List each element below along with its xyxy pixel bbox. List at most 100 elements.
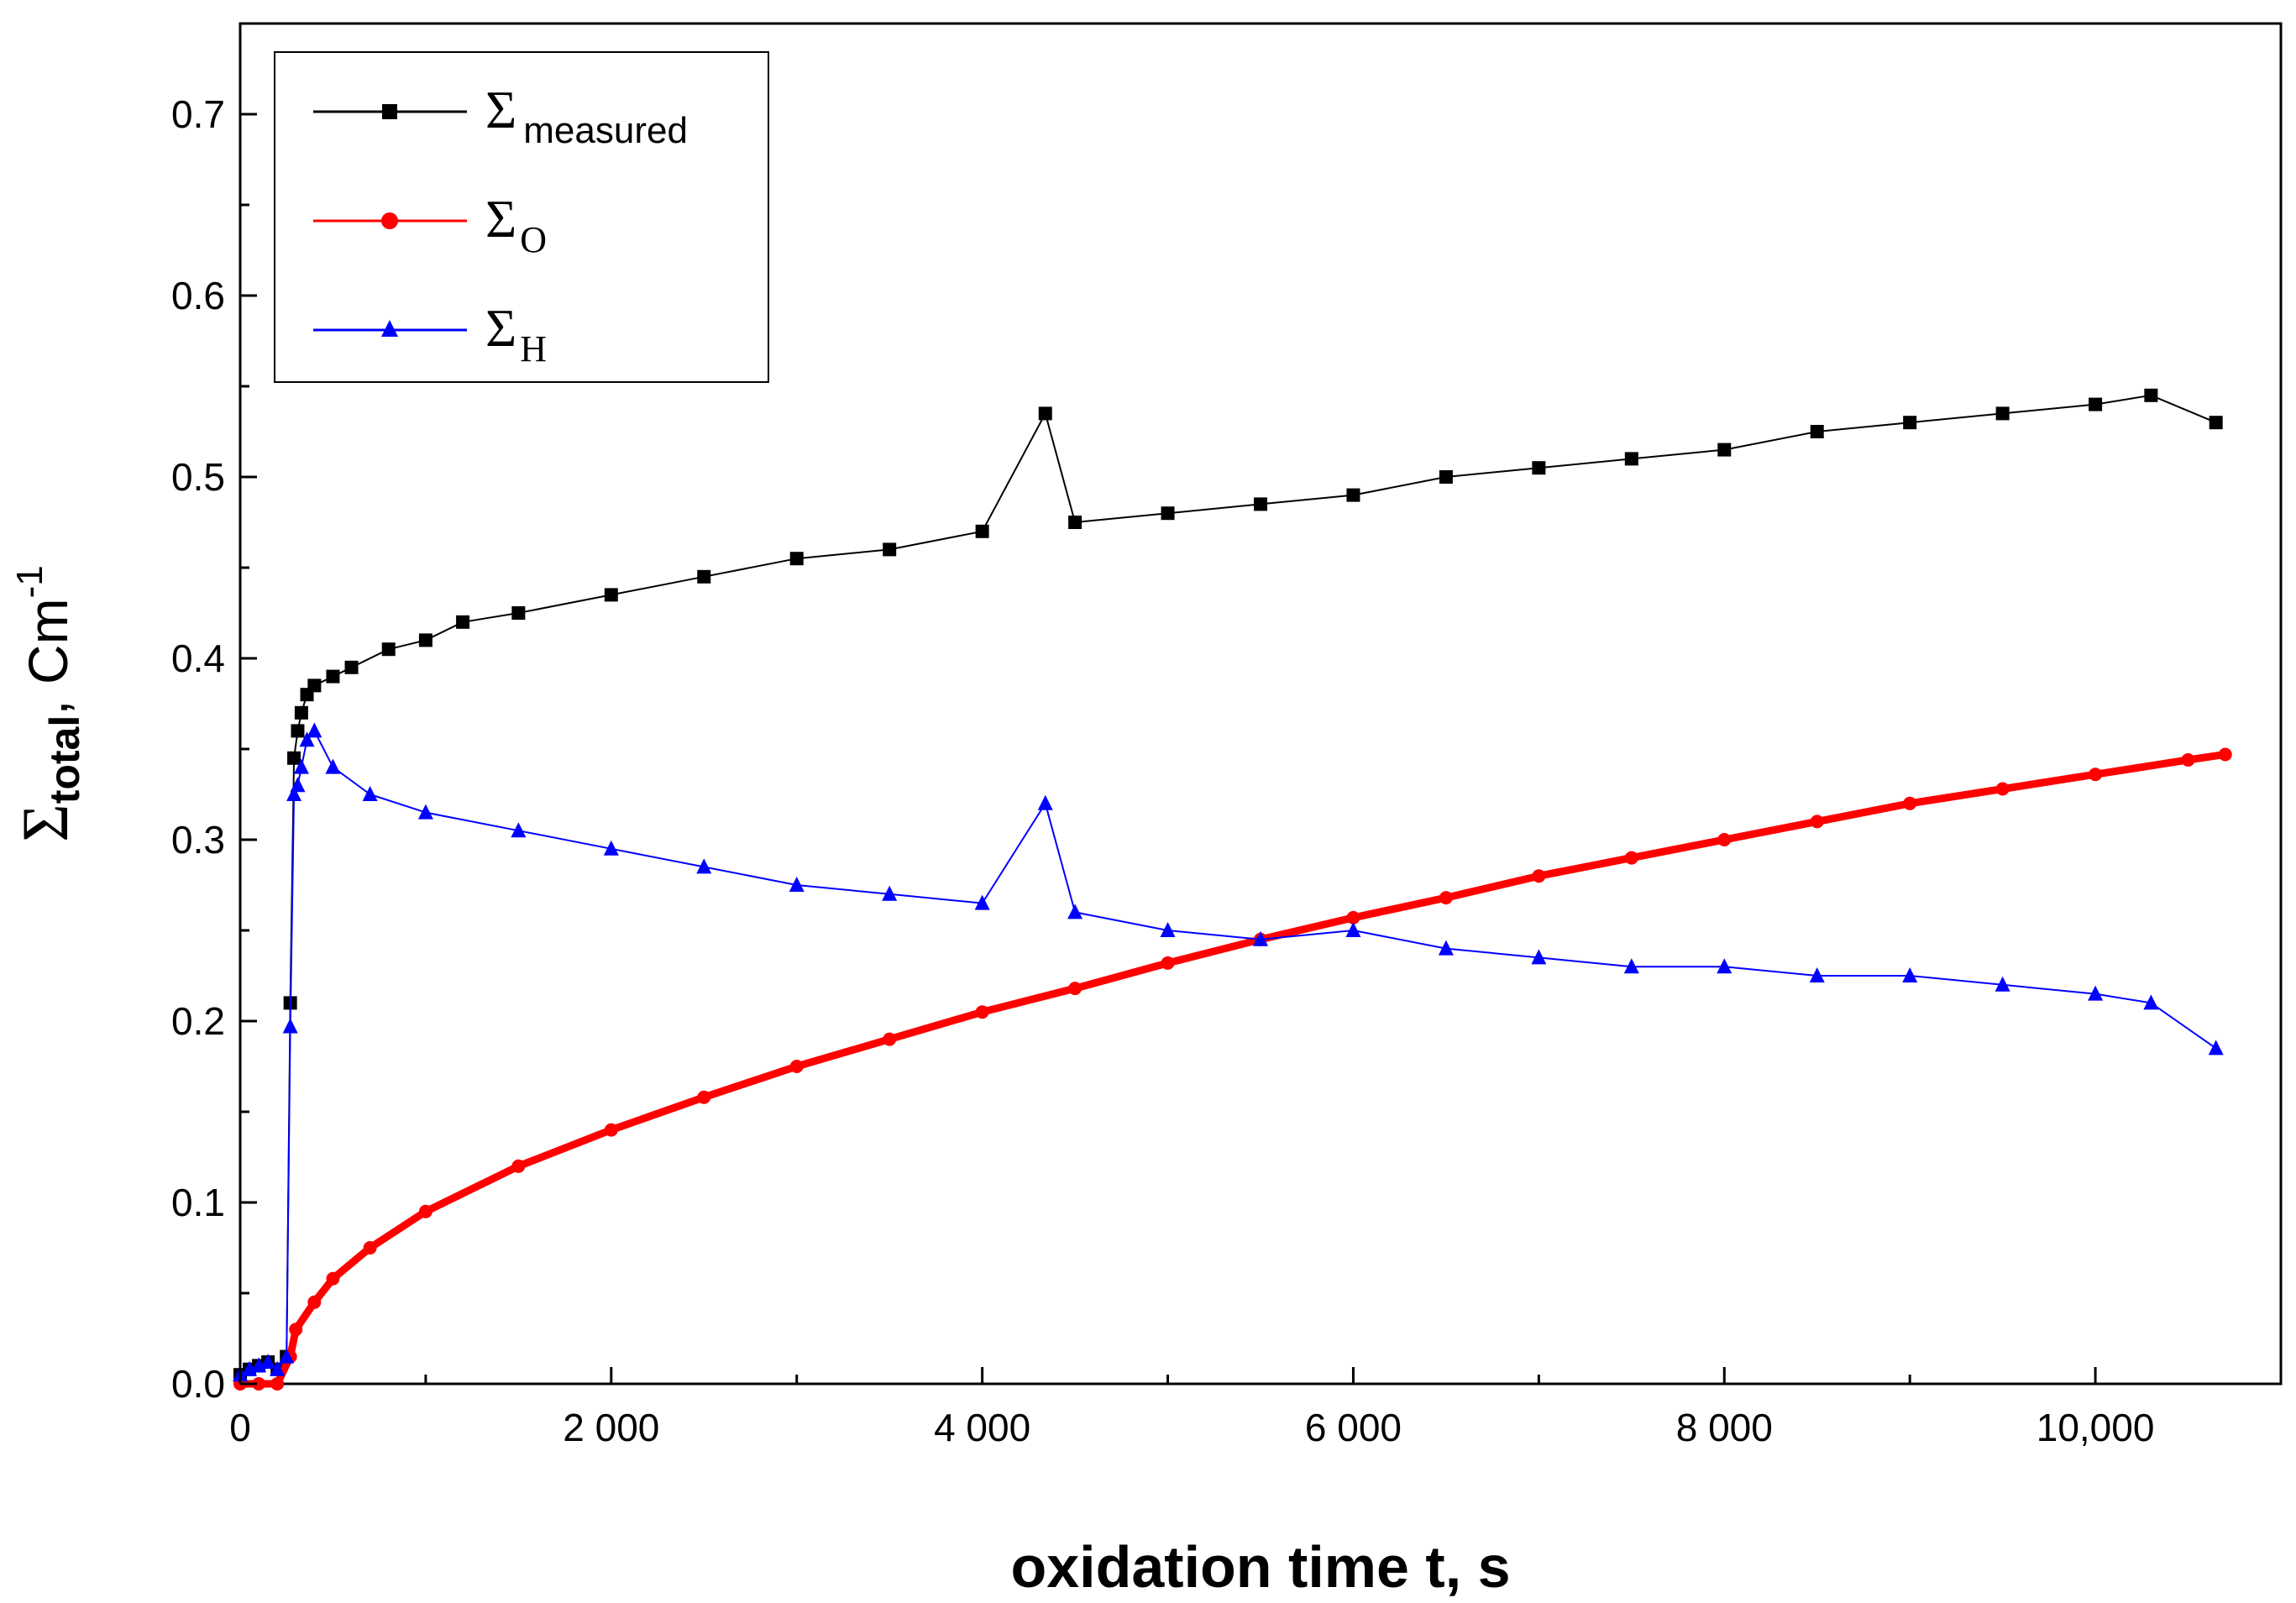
measured-point xyxy=(1068,516,1082,529)
x-tick-label: 4 000 xyxy=(934,1406,1030,1449)
measured-point xyxy=(1346,488,1360,502)
x-tick-label: 0 xyxy=(229,1406,251,1449)
y-tick-label: 0.7 xyxy=(171,92,225,136)
hydrogen-point xyxy=(1438,940,1454,956)
hydrogen-point xyxy=(1717,958,1732,974)
y-axis-title-symbol: Σ xyxy=(8,804,81,841)
y-tick-label: 0.3 xyxy=(171,818,225,862)
measured-point xyxy=(2209,416,2223,430)
series-line-measured xyxy=(239,394,2217,1376)
hydrogen-point xyxy=(2208,1040,2224,1056)
y-axis-title-subscript: total xyxy=(41,715,88,804)
oxygen-point xyxy=(252,1377,266,1391)
oxygen-point xyxy=(418,1204,432,1218)
x-tick-label: 8 000 xyxy=(1676,1406,1773,1449)
legend-marker-measured xyxy=(382,104,397,119)
hydrogen-point xyxy=(1623,958,1639,974)
y-tick-label: 0.4 xyxy=(171,636,225,680)
series-line-h xyxy=(239,730,2217,1376)
hydrogen-point xyxy=(1995,976,2010,992)
oxygen-point xyxy=(883,1032,897,1046)
measured-point xyxy=(975,524,989,538)
y-axis-title: Σtotal, Cm-1 xyxy=(8,565,88,841)
measured-point xyxy=(287,751,301,765)
x-tick-label: 10,000 xyxy=(2037,1406,2155,1449)
oxygen-point xyxy=(1810,815,1824,829)
y-tick-label: 0.1 xyxy=(171,1181,225,1224)
hydrogen-point xyxy=(279,1348,295,1364)
measured-point xyxy=(1439,470,1453,484)
hydrogen-point xyxy=(1902,967,1918,982)
oxygen-point xyxy=(1624,851,1638,865)
hydrogen-point xyxy=(362,786,378,801)
oxygen-point xyxy=(1903,796,1917,810)
oxygen-point xyxy=(1532,869,1546,883)
plot-frame xyxy=(239,22,2283,1386)
hydrogen-point xyxy=(260,1354,276,1370)
x-tick-labels: 0 2 000 4 000 6 000 8 000 10,000 xyxy=(229,1406,2154,1449)
measured-point xyxy=(1161,506,1175,521)
measured-point xyxy=(2144,388,2158,402)
hydrogen-point xyxy=(974,894,990,910)
x-axis-title: oxidation time t, s xyxy=(1010,1534,1510,1600)
oxygen-point xyxy=(1346,910,1360,925)
hydrogen-point xyxy=(1253,930,1268,946)
data-markers xyxy=(233,388,2232,1391)
hydrogen-point xyxy=(1531,949,1547,965)
measured-point xyxy=(604,588,618,602)
oxygen-point xyxy=(604,1123,618,1137)
oxygen-point xyxy=(363,1241,377,1255)
oxygen-point xyxy=(1717,833,1732,846)
legend-label-hydrogen: ΣH xyxy=(485,298,547,369)
oxygen-point xyxy=(2089,767,2103,782)
oxygen-point xyxy=(289,1323,303,1337)
axis-ticks xyxy=(239,22,2283,1386)
measured-point xyxy=(1995,406,2010,421)
oxygen-point xyxy=(511,1159,526,1173)
hydrogen-point xyxy=(2143,994,2159,1010)
hydrogen-point xyxy=(696,858,712,874)
legend-marker-oxygen xyxy=(381,212,398,229)
measured-point xyxy=(456,615,470,629)
hydrogen-point xyxy=(2088,985,2104,1001)
measured-point xyxy=(789,552,804,566)
oxygen-point xyxy=(1995,782,2010,796)
y-axis-title-unit: , Cm xyxy=(17,598,79,715)
y-tick-label: 0.5 xyxy=(171,455,225,499)
measured-point xyxy=(326,669,340,684)
oxygen-point xyxy=(307,1295,322,1309)
hydrogen-point xyxy=(603,840,619,856)
y-axis-title-superscript: -1 xyxy=(9,565,50,598)
legend-marker-hydrogen xyxy=(381,320,398,337)
measured-point xyxy=(1624,452,1638,466)
y-tick-label: 0.2 xyxy=(171,999,225,1043)
measured-point xyxy=(1810,425,1824,438)
measured-point xyxy=(2089,397,2103,411)
x-tick-label: 2 000 xyxy=(563,1406,659,1449)
measured-point xyxy=(291,724,305,738)
oxygen-point xyxy=(1068,982,1082,996)
y-tick-labels: 0.0 0.1 0.2 0.3 0.4 0.5 0.6 0.7 xyxy=(171,92,225,1406)
hydrogen-point xyxy=(1160,922,1176,937)
x-tick-label: 6 000 xyxy=(1305,1406,1402,1449)
measured-point xyxy=(883,542,897,557)
oxygen-point xyxy=(697,1090,711,1104)
measured-point xyxy=(294,705,308,720)
hydrogen-point xyxy=(325,758,341,774)
oxygen-point xyxy=(1161,956,1175,970)
measured-point xyxy=(1903,416,1917,430)
measured-point xyxy=(511,606,526,620)
measured-point xyxy=(1254,497,1267,511)
measured-point xyxy=(344,660,359,674)
y-tick-label: 0.6 xyxy=(171,274,225,317)
oxygen-point xyxy=(2181,752,2195,767)
hydrogen-point xyxy=(299,731,315,747)
oxygen-point xyxy=(2218,747,2232,762)
hydrogen-point xyxy=(789,877,805,892)
hydrogen-point xyxy=(417,804,433,820)
hydrogen-point xyxy=(1809,967,1825,982)
